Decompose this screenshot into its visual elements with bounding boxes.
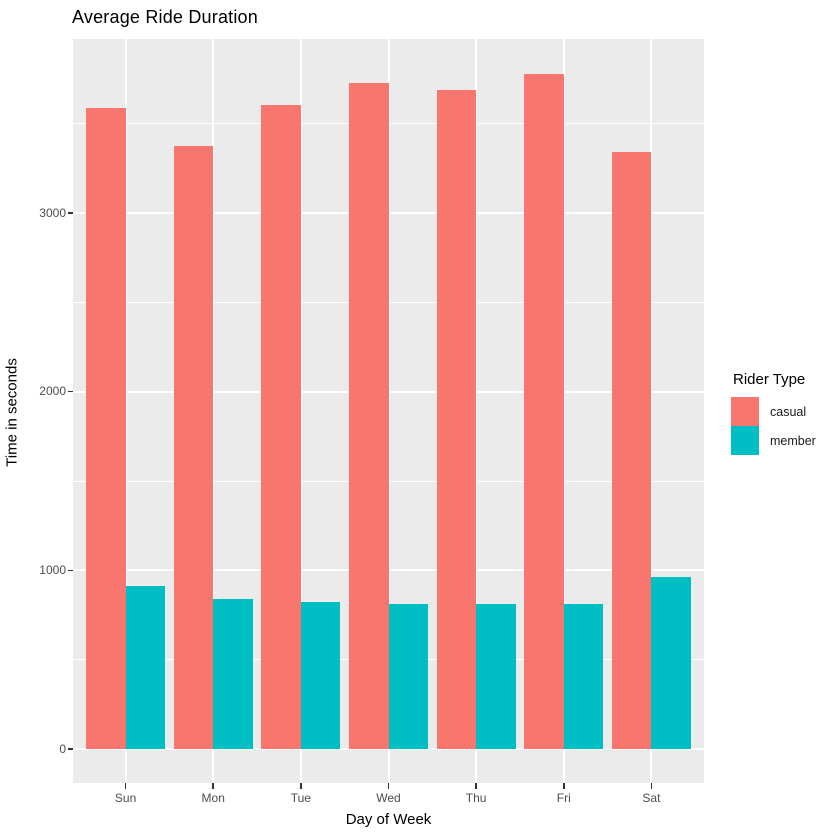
y-tick-label-3000: 3000 [39,205,66,220]
legend: Rider Type casual member [731,371,836,455]
bar-member-thu [476,604,516,749]
gridline-v-fri [562,39,565,783]
x-tick-label-wed: Wed [376,791,401,805]
bar-casual-tue [261,104,301,749]
y-tick-label-1000: 1000 [39,562,66,577]
bar-casual-mon [173,146,214,749]
legend-item-member: member [731,426,836,455]
gridline-v-wed [387,39,390,783]
bar-casual-sun [86,107,126,749]
x-tick-thu [475,783,477,789]
gridline-v-thu [475,39,478,783]
x-tick-label-tue: Tue [290,791,311,805]
y-tick-1000 [68,569,73,572]
y-axis-title: Time in seconds [3,358,21,467]
gridline-v-mon [212,39,215,783]
x-tick-sun [124,783,127,789]
plot-panel [73,39,704,783]
bar-member-mon [213,598,253,749]
gridline-v-sat [650,39,653,783]
bar-member-sat [651,577,691,749]
x-axis-title: Day of Week [345,811,432,828]
bar-member-wed [388,603,428,749]
y-tick-0 [68,748,73,750]
legend-swatch-member [731,426,759,455]
y-tick-label-2000: 2000 [39,384,66,399]
x-tick-fri [563,783,565,789]
bar-casual-thu [436,89,477,749]
legend-title: Rider Type [733,371,806,388]
x-tick-label-sun: Sun [114,791,137,805]
gridline-v-tue [299,39,302,783]
x-tick-label-sat: Sat [642,791,661,805]
x-tick-label-thu: Thu [465,791,487,805]
legend-label-member: member [770,433,816,448]
legend-swatch-casual [731,397,759,426]
gridline-v-sun [124,39,127,783]
legend-item-casual: casual [731,397,836,426]
y-tick-3000 [68,212,73,214]
x-tick-label-fri: Fri [556,791,571,805]
bar-casual-wed [349,82,389,749]
x-tick-mon [212,783,214,789]
x-tick-label-mon: Mon [201,791,225,805]
bar-member-sun [125,585,166,749]
bar-member-tue [300,602,341,749]
legend-label-casual: casual [770,404,807,419]
bar-casual-sat [611,152,652,749]
chart-title: Average Ride Duration [72,7,258,27]
bar-casual-fri [524,73,564,749]
x-tick-wed [387,783,390,789]
bar-member-fri [563,604,604,749]
x-tick-sat [650,783,653,789]
y-tick-2000 [68,390,73,393]
x-tick-tue [300,783,302,789]
y-tick-label-0: 0 [59,741,66,756]
